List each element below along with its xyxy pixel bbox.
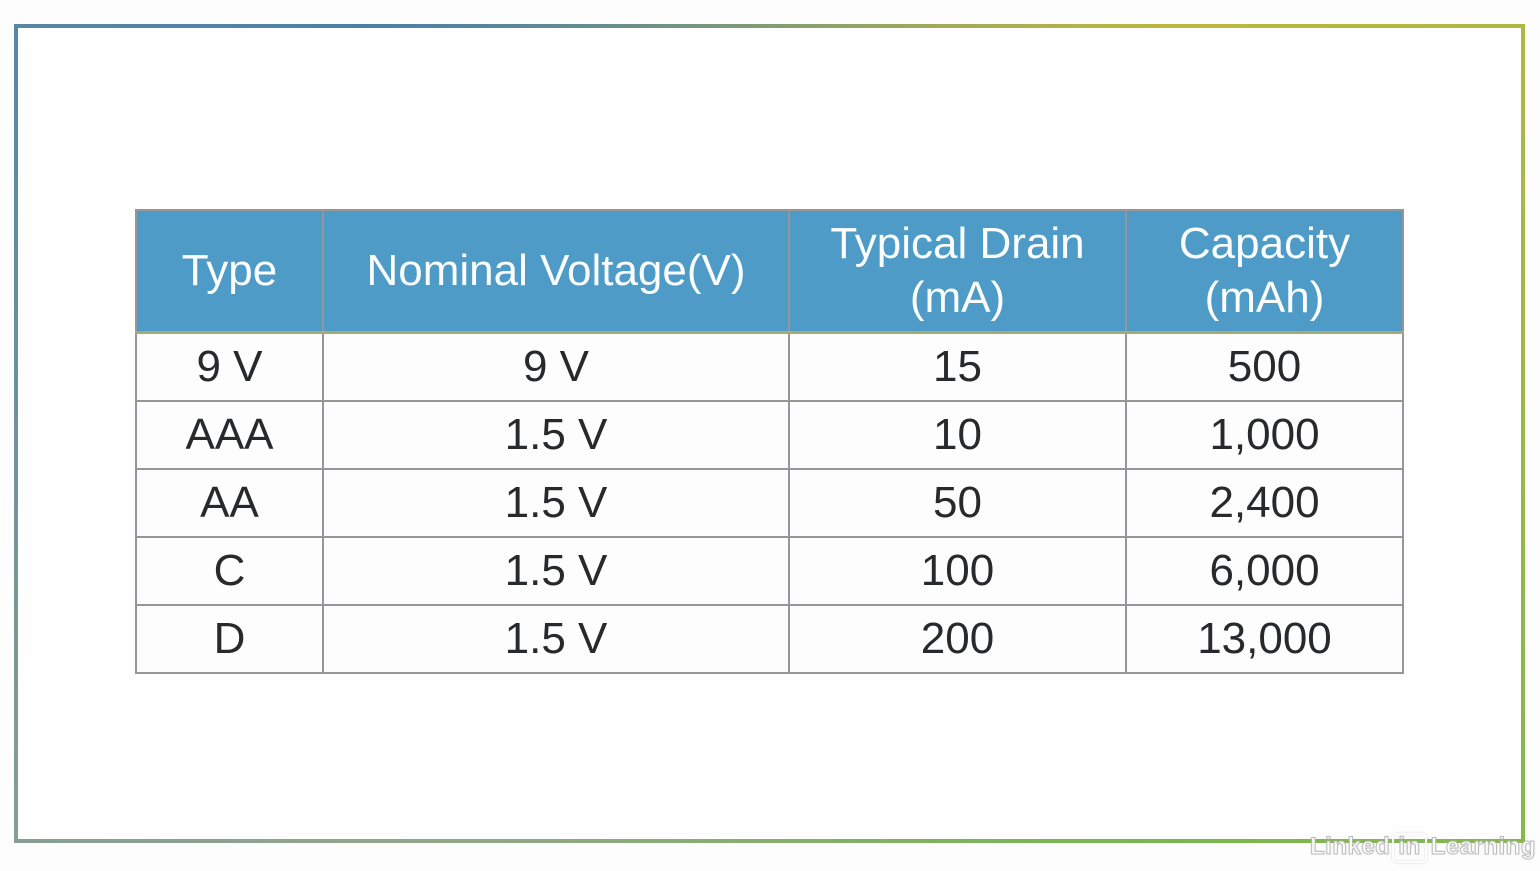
table-cell: 6,000	[1125, 536, 1404, 606]
linkedin-in-logo-icon: in	[1392, 833, 1427, 863]
table-row-aaa: AAA 1.5 V 10 1,000	[135, 400, 1404, 470]
table-cell: 1.5 V	[322, 468, 790, 538]
table-cell: 200	[788, 604, 1127, 674]
table-cell: AA	[135, 468, 324, 538]
table-row-aa: AA 1.5 V 50 2,400	[135, 468, 1404, 538]
table-cell: 1.5 V	[322, 536, 790, 606]
table-row-c: C 1.5 V 100 6,000	[135, 536, 1404, 606]
table-header-row: Type Nominal Voltage(V) Typical Drain (m…	[135, 209, 1404, 334]
table-cell: 9 V	[135, 331, 324, 402]
battery-table: Type Nominal Voltage(V) Typical Drain (m…	[135, 209, 1404, 674]
table-cell: 2,400	[1125, 468, 1404, 538]
table-cell: 100	[788, 536, 1127, 606]
table-cell: 50	[788, 468, 1127, 538]
table-row-9v: 9 V 9 V 15 500	[135, 331, 1404, 402]
table-cell: AAA	[135, 400, 324, 470]
table-cell: 9 V	[322, 331, 790, 402]
table-cell: D	[135, 604, 324, 674]
watermark-linked-text: Linked	[1309, 833, 1391, 861]
watermark-learning-text: Learning	[1430, 833, 1536, 861]
table-cell: 1.5 V	[322, 400, 790, 470]
table-cell: 1,000	[1125, 400, 1404, 470]
linkedin-learning-watermark: Linked in Learning	[1309, 833, 1536, 863]
table-row-d: D 1.5 V 200 13,000	[135, 604, 1404, 674]
table-cell: 10	[788, 400, 1127, 470]
header-cell-typical-drain: Typical Drain (mA)	[788, 209, 1127, 334]
table-cell: 13,000	[1125, 604, 1404, 674]
table-cell: 1.5 V	[322, 604, 790, 674]
table-cell: C	[135, 536, 324, 606]
header-cell-capacity: Capacity (mAh)	[1125, 209, 1404, 334]
header-cell-type: Type	[135, 209, 324, 334]
table-cell: 500	[1125, 331, 1404, 402]
header-cell-nominal-voltage: Nominal Voltage(V)	[322, 209, 790, 334]
table-cell: 15	[788, 331, 1127, 402]
